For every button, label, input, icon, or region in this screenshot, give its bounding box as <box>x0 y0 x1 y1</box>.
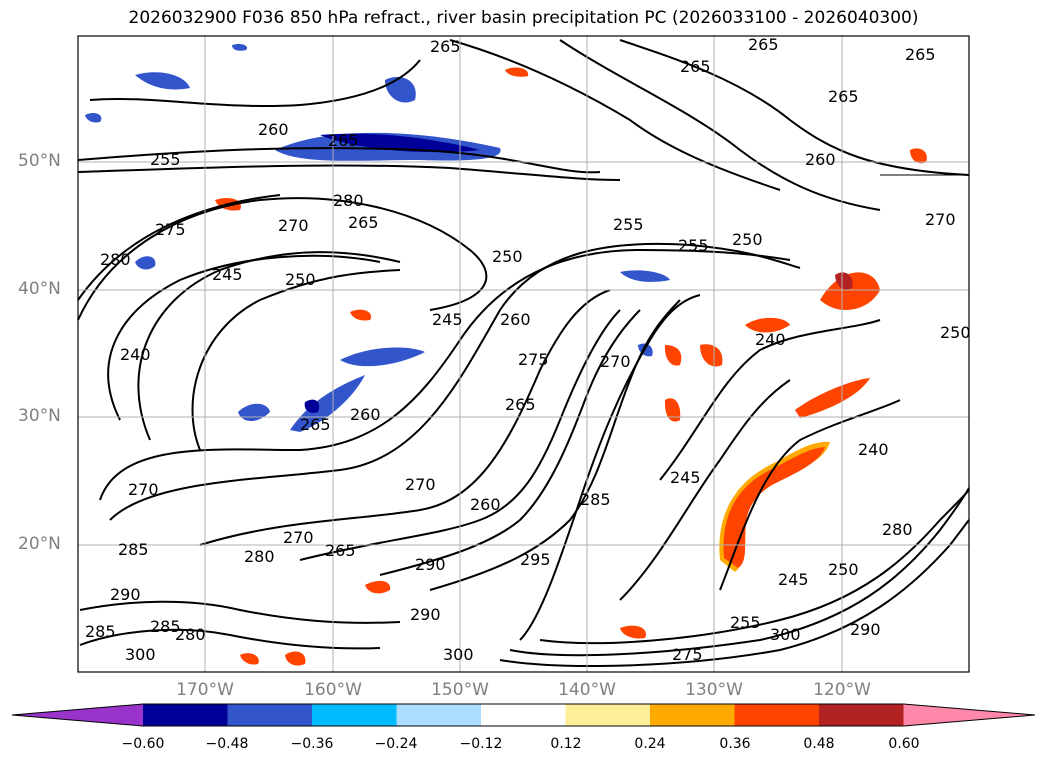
colorbar-tick-label: −0.48 <box>205 736 249 752</box>
colorbar-segment <box>312 704 397 726</box>
map-background <box>78 36 969 672</box>
contour-label: 290 <box>410 605 441 624</box>
contour-label: 255 <box>730 613 761 632</box>
contour-label: 285 <box>118 540 149 559</box>
contour-label: 265 <box>328 131 359 150</box>
contour-label: 295 <box>520 550 551 569</box>
refractivity-contours <box>77 39 970 667</box>
contour-label: 290 <box>110 585 141 604</box>
contour-label: 270 <box>600 352 631 371</box>
contour-label: 280 <box>175 625 206 644</box>
contour-label: 280 <box>333 191 364 210</box>
lon-label: 150°W <box>431 680 489 700</box>
contour-label: 265 <box>325 541 356 560</box>
contour-label: 290 <box>415 555 446 574</box>
contour-label: 265 <box>300 415 331 434</box>
colorbar-segment <box>650 704 735 726</box>
contour-label: 280 <box>100 250 131 269</box>
lat-label: 20°N <box>18 534 61 554</box>
colorbar-tick-label: 0.12 <box>550 736 582 752</box>
colorbar-outline <box>11 703 1036 727</box>
colorbar-segment <box>819 704 904 726</box>
contour-label: 260 <box>258 120 289 139</box>
lon-label: 140°W <box>558 680 616 700</box>
lat-label: 40°N <box>18 279 61 299</box>
contour-label: 270 <box>278 216 309 235</box>
graticule <box>78 36 969 672</box>
contour-label: 250 <box>285 270 316 289</box>
colorbar-tick-label: 0.36 <box>719 736 751 752</box>
contour-label: 255 <box>613 215 644 234</box>
colorbar-segment <box>565 704 651 726</box>
contour-label: 260 <box>350 405 381 424</box>
map-frame <box>77 35 970 673</box>
contour-label: 260 <box>470 495 501 514</box>
lat-label: 30°N <box>18 406 61 426</box>
contour-label: 285 <box>85 622 116 641</box>
colorbar-extend-high <box>903 704 1035 726</box>
lon-label: 120°W <box>813 680 871 700</box>
colorbar-tick-label: −0.36 <box>290 736 334 752</box>
colorbar-extend-low <box>12 704 143 726</box>
lat-label: 50°N <box>18 151 61 171</box>
contour-label: 280 <box>244 547 275 566</box>
contour-label: 300 <box>443 645 474 664</box>
contour-label: 270 <box>405 475 436 494</box>
contour-label: 290 <box>850 620 881 639</box>
colorbar-tick-label: 0.48 <box>803 736 835 752</box>
contour-label: 265 <box>348 213 379 232</box>
contour-label: 265 <box>430 37 461 56</box>
contour-label: 245 <box>212 265 243 284</box>
contour-label: 250 <box>940 323 971 342</box>
contour-label: 285 <box>580 490 611 509</box>
contour-label: 240 <box>858 440 889 459</box>
contour-label: 265 <box>680 57 711 76</box>
contour-label: 250 <box>492 247 523 266</box>
contour-label: 270 <box>925 210 956 229</box>
contour-label: 240 <box>120 345 151 364</box>
contour-label: 270 <box>128 480 159 499</box>
contour-label: 245 <box>432 310 463 329</box>
contour-label: 265 <box>905 45 936 64</box>
lon-label: 130°W <box>685 680 743 700</box>
lon-label: 160°W <box>304 680 362 700</box>
contour-label: 265 <box>505 395 536 414</box>
contour-label: 275 <box>518 350 549 369</box>
negative-precip-patches <box>85 43 670 432</box>
colorbar-tick-label: −0.12 <box>459 736 503 752</box>
contour-label: 280 <box>882 520 913 539</box>
contour-label: 275 <box>155 220 186 239</box>
colorbar-segment <box>396 704 482 726</box>
contour-label: 250 <box>828 560 859 579</box>
colorbar-segment <box>481 704 566 726</box>
contour-label: 245 <box>670 468 701 487</box>
colorbar-tick-label: 0.24 <box>634 736 666 752</box>
colorbar-segment <box>227 704 313 726</box>
contour-label: 300 <box>770 625 801 644</box>
colorbar <box>11 703 1036 727</box>
colorbar-tick-label: 0.60 <box>888 736 920 752</box>
contour-label: 270 <box>283 528 314 547</box>
contour-label: 255 <box>150 150 181 169</box>
contour-label: 300 <box>125 645 156 664</box>
contour-label: 260 <box>500 310 531 329</box>
contour-label: 240 <box>755 330 786 349</box>
colorbar-tick-label: −0.60 <box>121 736 165 752</box>
lon-label: 170°W <box>176 680 234 700</box>
colorbar-tick-label: −0.24 <box>374 736 418 752</box>
contour-label: 275 <box>672 645 703 664</box>
colorbar-segment <box>734 704 820 726</box>
contour-label: 250 <box>732 230 763 249</box>
chart-title: 2026032900 F036 850 hPa refract., river … <box>128 8 919 28</box>
colorbar-segment <box>143 704 228 726</box>
contour-label: 260 <box>805 150 836 169</box>
contour-label: 265 <box>828 87 859 106</box>
contour-label: 265 <box>748 35 779 54</box>
contour-label: 245 <box>778 570 809 589</box>
contour-label: 255 <box>678 236 709 255</box>
contour-label: 285 <box>150 617 181 636</box>
